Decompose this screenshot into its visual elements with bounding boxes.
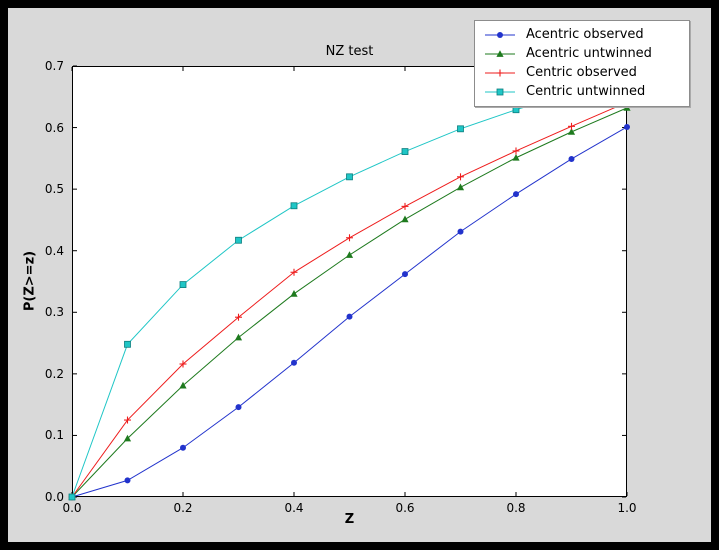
legend-item: Acentric untwinned xyxy=(483,47,681,61)
legend-label: Acentric untwinned xyxy=(526,46,652,61)
legend-label: Centric untwinned xyxy=(526,84,646,99)
legend-item: Centric untwinned xyxy=(483,85,681,99)
legend-label: Acentric observed xyxy=(526,27,644,42)
y-tick-label: 0.5 xyxy=(44,182,64,197)
plus-marker-icon xyxy=(485,69,515,77)
x-tick-label: 0.6 xyxy=(395,501,415,515)
legend-label: Centric observed xyxy=(526,65,637,80)
circle-marker-icon xyxy=(485,32,515,38)
plot-area xyxy=(72,66,627,497)
x-tick-label: 0.2 xyxy=(173,501,193,515)
y-tick-label: 0.3 xyxy=(44,305,64,320)
x-tick-label: 0.8 xyxy=(506,501,526,515)
triangle-marker-icon xyxy=(485,50,515,57)
y-tick-label: 0.0 xyxy=(44,490,64,504)
y-tick-label: 0.6 xyxy=(44,120,64,135)
y-axis-label: P(Z>=z) xyxy=(22,250,38,312)
y-tick-label: 0.1 xyxy=(44,428,64,443)
x-tick-label: 0.0 xyxy=(62,501,82,515)
legend-item: Acentric observed xyxy=(483,28,681,42)
y-tick-label: 0.4 xyxy=(44,243,64,258)
chart-title: NZ test xyxy=(325,44,374,59)
x-axis-label: Z xyxy=(344,512,355,527)
square-marker-icon xyxy=(485,88,515,96)
legend: Acentric observed Acentric untwinned Centr… xyxy=(474,20,690,107)
x-tick-label: 0.4 xyxy=(284,501,304,515)
y-tick-label: 0.7 xyxy=(44,59,64,73)
y-tick-label: 0.2 xyxy=(44,366,64,381)
legend-item: Centric observed xyxy=(483,66,681,80)
x-tick-label: 1.0 xyxy=(617,501,637,515)
